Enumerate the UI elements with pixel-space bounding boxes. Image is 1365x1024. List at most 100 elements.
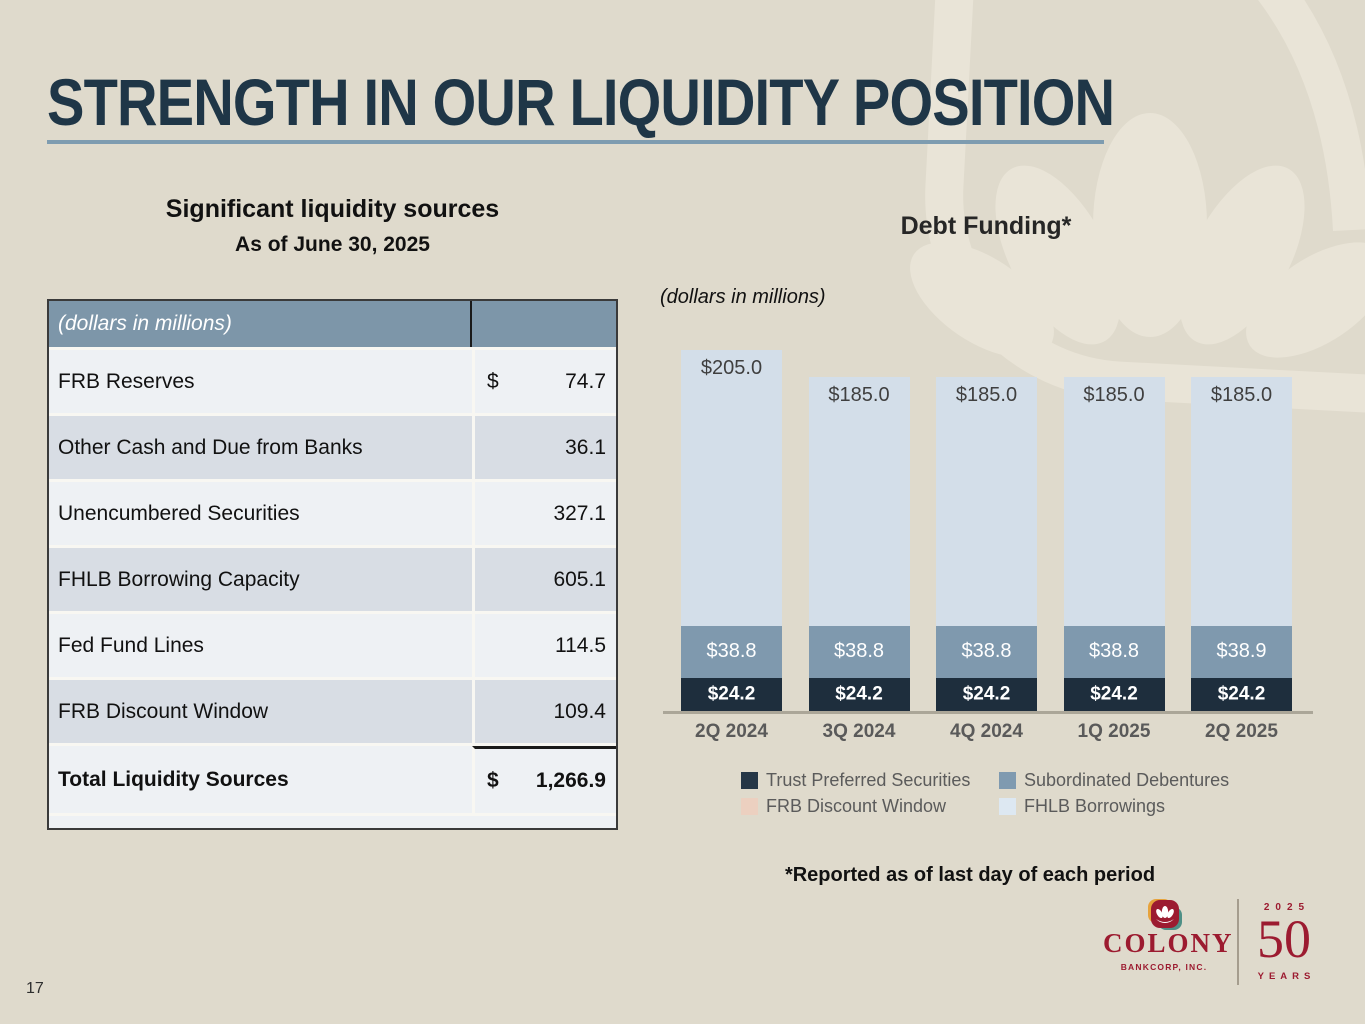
x-axis-label: 4Q 2024 <box>950 721 1023 742</box>
bar-segment-fhlb-borrowings: $185.0 <box>936 376 1037 627</box>
amount: 74.7 <box>565 369 606 393</box>
chart-units-note: (dollars in millions) <box>660 286 826 308</box>
bar-segment-trust-preferred-securities: $24.2 <box>1191 678 1292 711</box>
currency-symbol: $ <box>487 769 499 792</box>
x-axis-label: 3Q 2024 <box>822 721 896 742</box>
legend-label: FHLB Borrowings <box>1024 796 1166 816</box>
bar-segment-value-label: $24.2 <box>1090 683 1138 705</box>
row-value: 36.1 <box>472 416 616 479</box>
bar-2q-2024: $24.2 $38.8 $205.0 <box>681 349 782 711</box>
bar-segment-value-label: $185.0 <box>1210 383 1273 406</box>
bar-segment-value-label: $38.8 <box>1088 640 1140 663</box>
row-value: $74.7 <box>472 350 616 413</box>
table-header-value-cell <box>472 301 616 347</box>
table-row: Fed Fund Lines 114.5 <box>49 611 616 677</box>
colony-brand-subtitle: BANKCORP, INC. <box>1120 962 1208 972</box>
bar-segment-value-label: $205.0 <box>700 357 763 380</box>
amount: 1,266.9 <box>535 769 606 792</box>
footer-divider <box>1237 899 1239 985</box>
bar-segment-value-label: $24.2 <box>707 683 756 705</box>
bar-segment-value-label: $185.0 <box>828 383 890 406</box>
bar-segment-trust-preferred-securities: $24.2 <box>681 678 782 711</box>
bar-1q-2025: $24.2 $38.8 $185.0 <box>1063 349 1165 711</box>
table-row: FHLB Borrowing Capacity 605.1 <box>49 545 616 611</box>
bar-segment-trust-preferred-securities: $24.2 <box>1063 678 1165 711</box>
chart-x-axis <box>663 711 1313 714</box>
bar-segment-fhlb-borrowings: $185.0 <box>808 376 910 627</box>
row-value: 327.1 <box>472 482 616 545</box>
row-value: 605.1 <box>472 548 616 611</box>
table-row: Unencumbered Securities 327.1 <box>49 479 616 545</box>
row-label: Unencumbered Securities <box>58 501 300 525</box>
liquidity-sources-table: (dollars in millions) FRB Reserves $74.7 O… <box>47 299 618 830</box>
x-axis-label: 2Q 2025 <box>1205 721 1278 742</box>
row-label: Total Liquidity Sources <box>58 767 289 791</box>
bar-segment-subordinated-debentures: $38.9 <box>1191 626 1292 679</box>
table-bottom-strip <box>49 813 616 828</box>
legend-swatch <box>741 772 758 789</box>
bar-segment-value-label: $38.8 <box>706 640 757 663</box>
liquidity-table-body: FRB Reserves $74.7 Other Cash and Due from… <box>49 347 616 828</box>
table-row: FRB Reserves $74.7 <box>49 347 616 413</box>
bar-segment-fhlb-borrowings: $185.0 <box>1191 376 1292 627</box>
table-header-units: (dollars in millions) <box>49 301 472 347</box>
amount: 114.5 <box>555 633 606 657</box>
bar-segment-trust-preferred-securities: $24.2 <box>936 678 1037 711</box>
title-underline <box>47 140 1104 144</box>
legend-item-frb-discount-window: FRB Discount Window <box>741 796 999 817</box>
bar-4q-2024: $24.2 $38.8 $185.0 <box>936 349 1037 711</box>
legend-label: Subordinated Debentures <box>1024 770 1230 790</box>
bar-3q-2024: $24.2 $38.8 $185.0 <box>808 349 910 711</box>
chart-legend: Trust Preferred Securities Subordinated D… <box>741 770 1229 817</box>
bar-segment-subordinated-debentures: $38.8 <box>1063 626 1165 679</box>
legend-item-trust-preferred-securities: Trust Preferred Securities <box>741 770 999 791</box>
row-label: FRB Discount Window <box>58 699 269 723</box>
page-title: STRENGTH IN OUR LIQUIDITY POSITION <box>47 65 1115 139</box>
row-value: $1,266.9 <box>472 746 616 813</box>
legend-swatch <box>741 798 758 815</box>
legend-item-subordinated-debentures: Subordinated Debentures <box>999 770 1229 791</box>
row-label: Fed Fund Lines <box>58 633 204 657</box>
liquidity-table-heading: Significant liquidity sources <box>165 195 500 223</box>
amount: 327.1 <box>553 501 606 525</box>
bar-segment-fhlb-borrowings: $205.0 <box>681 350 782 627</box>
x-axis-label: 1Q 2025 <box>1077 721 1151 742</box>
amount: 36.1 <box>565 435 606 459</box>
bar-segment-value-label: $24.2 <box>962 683 1011 705</box>
bar-segment-value-label: $185.0 <box>1083 383 1145 406</box>
bar-2q-2025: $24.2 $38.9 $185.0 <box>1191 349 1292 711</box>
legend-swatch <box>999 772 1016 789</box>
table-header-row: (dollars in millions) <box>49 301 616 347</box>
anniversary-number: 50 <box>1257 909 1311 969</box>
row-value: 109.4 <box>472 680 616 743</box>
amount: 605.1 <box>553 567 606 591</box>
row-label: FRB Reserves <box>58 369 195 393</box>
bar-segment-trust-preferred-securities: $24.2 <box>808 678 910 711</box>
table-row-total: Total Liquidity Sources $1,266.9 <box>49 743 616 813</box>
amount: 109.4 <box>553 699 606 723</box>
bar-segment-value-label: $24.2 <box>1217 683 1266 705</box>
legend-item-fhlb-borrowings: FHLB Borrowings <box>999 796 1229 817</box>
colony-lotus-logo-icon <box>1148 899 1182 930</box>
legend-swatch <box>999 798 1016 815</box>
row-value: 114.5 <box>472 614 616 677</box>
liquidity-table-subheading: As of June 30, 2025 <box>235 233 430 256</box>
currency-symbol: $ <box>487 369 499 393</box>
anniversary-year: 2025 <box>1263 902 1311 913</box>
chart-footnote: *Reported as of last day of each period <box>784 864 1156 886</box>
bar-segment-value-label: $38.8 <box>961 640 1012 663</box>
bar-segment-subordinated-debentures: $38.8 <box>936 626 1037 679</box>
bar-segment-subordinated-debentures: $38.8 <box>681 626 782 679</box>
chart-title: Debt Funding* <box>900 212 1072 240</box>
page-number: 17 <box>26 980 44 997</box>
legend-label: FRB Discount Window <box>766 796 947 816</box>
bar-segment-subordinated-debentures: $38.8 <box>808 626 910 679</box>
x-axis-label: 2Q 2024 <box>695 721 768 742</box>
bar-segment-value-label: $38.9 <box>1216 640 1267 663</box>
row-label: Other Cash and Due from Banks <box>58 435 363 459</box>
bar-segment-value-label: $38.8 <box>833 640 885 663</box>
table-row: FRB Discount Window 109.4 <box>49 677 616 743</box>
bar-segment-value-label: $24.2 <box>835 683 883 705</box>
legend-label: Trust Preferred Securities <box>766 770 971 790</box>
bar-segment-fhlb-borrowings: $185.0 <box>1063 376 1165 627</box>
